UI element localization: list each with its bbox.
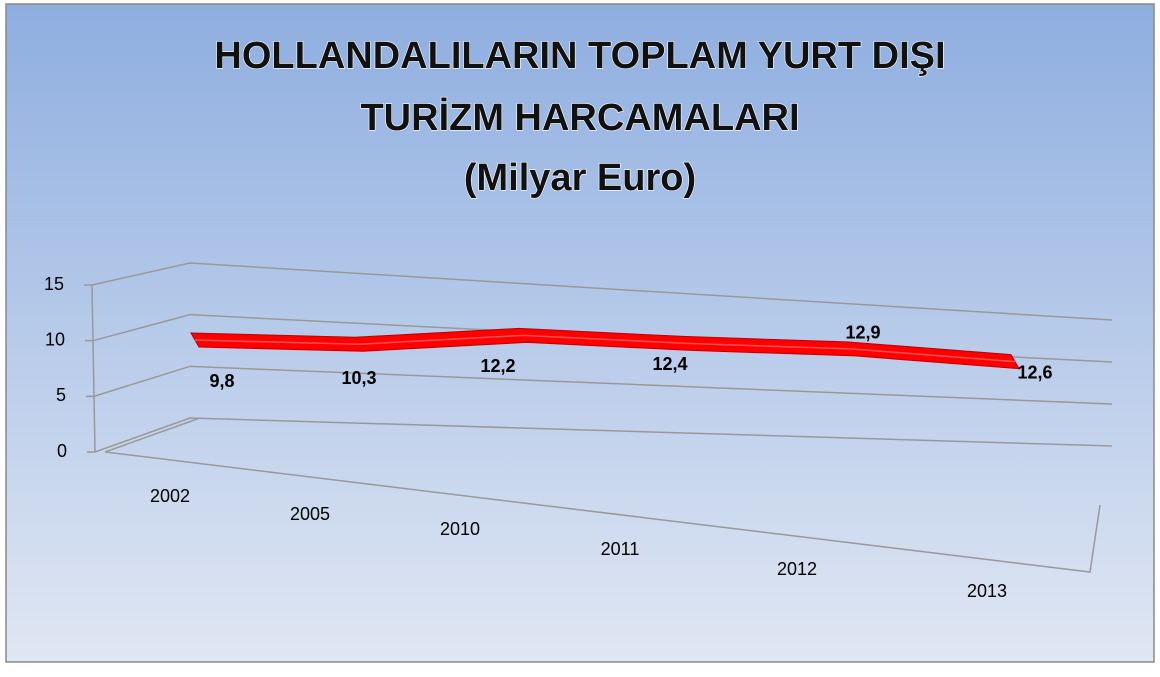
- grid-line: [87, 417, 1113, 453]
- chart-title: HOLLANDALILARIN TOPLAM YURT DIŞI: [214, 35, 945, 77]
- x-tick-label: 2011: [601, 539, 640, 559]
- floor-edge: [104, 417, 201, 453]
- x-tick-label: 2002: [150, 486, 190, 506]
- data-label: 9,8: [209, 371, 234, 391]
- data-label: 12,4: [652, 354, 687, 374]
- grid-line: [84, 262, 1113, 321]
- axis-line: [91, 284, 96, 453]
- plot: 0 5 10 15 2002 2005 2010 2011 2012 2013 9,8 10,3 12,…: [44, 262, 1113, 601]
- x-tick-label: 2010: [440, 519, 480, 539]
- x-tick-label: 2012: [777, 559, 817, 579]
- data-label: 12,9: [845, 323, 880, 343]
- line: [194, 334, 1016, 363]
- data-label: 12,2: [480, 356, 515, 376]
- y-tick-label: 0: [57, 441, 67, 461]
- y-tick-label: 10: [45, 329, 65, 349]
- chart-subtitle: (Milyar Euro): [464, 157, 696, 199]
- data-label: 10,3: [341, 368, 376, 388]
- y-tick-label: 5: [56, 385, 66, 405]
- x-tick-label: 2013: [967, 581, 1007, 601]
- grid-line: [86, 365, 1113, 405]
- data-label: 12,6: [1017, 362, 1052, 382]
- floor-edge: [104, 451, 1101, 573]
- ribbon: [190, 327, 1020, 370]
- x-tick-label: 2005: [290, 504, 330, 524]
- y-tick-label: 15: [44, 274, 64, 294]
- chart-title: TURİZM HARCAMALARI: [360, 97, 799, 139]
